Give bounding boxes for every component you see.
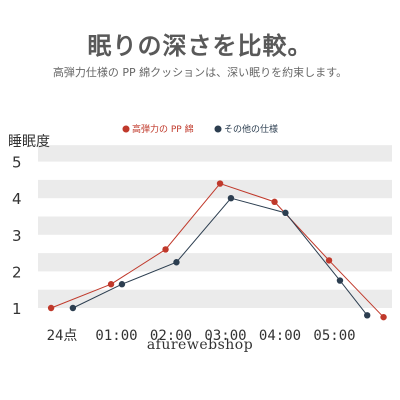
y-tick-label-3: 3 bbox=[12, 227, 22, 245]
legend-marker-2 bbox=[214, 125, 222, 133]
legend-label-2: その他の仕様 bbox=[224, 123, 278, 135]
series-2-point-1 bbox=[69, 304, 77, 312]
watermark-text: afurewebshop bbox=[146, 337, 254, 353]
grid-band-3 bbox=[38, 216, 392, 235]
legend-marker-1 bbox=[122, 125, 130, 133]
series-2-point-6 bbox=[336, 277, 344, 284]
y-tick-label-2: 2 bbox=[12, 263, 22, 281]
series-1-point-5 bbox=[271, 198, 278, 206]
series-1-point-6 bbox=[325, 257, 333, 264]
series-2-point-5 bbox=[282, 209, 289, 217]
series-1-point-1 bbox=[47, 304, 55, 312]
x-tick-label-0: 24点 bbox=[47, 328, 78, 344]
series-2-point-3 bbox=[173, 259, 180, 266]
y-tick-label-5: 5 bbox=[12, 154, 22, 172]
x-tick-label-5: 05:00 bbox=[313, 328, 355, 344]
page-subtitle: 高弾力仕様の PP 綿クッションは、深い眠りを約束します。 bbox=[52, 66, 348, 79]
series-1-point-2 bbox=[107, 281, 115, 288]
series-1-point-4 bbox=[216, 180, 224, 187]
page-title: 眠りの深さを比較。 bbox=[87, 32, 313, 60]
y-axis-label: 睡眠度 bbox=[8, 134, 50, 150]
x-tick-label-4: 04:00 bbox=[259, 328, 301, 344]
series-2-point-2 bbox=[118, 281, 126, 288]
legend-label-1: 高弾力の PP 綿 bbox=[132, 123, 194, 135]
series-1-point-7 bbox=[380, 313, 387, 321]
y-tick-label-1: 1 bbox=[12, 300, 22, 318]
series-2-point-7 bbox=[364, 312, 371, 319]
series-1-point-3 bbox=[162, 246, 169, 253]
x-tick-label-3: 03:00 bbox=[204, 328, 246, 344]
y-tick-label-4: 4 bbox=[12, 190, 22, 208]
grid-band-2 bbox=[38, 253, 392, 272]
x-tick-label-2: 02:00 bbox=[150, 328, 192, 344]
series-2-point-4 bbox=[227, 195, 235, 202]
x-tick-label-1: 01:00 bbox=[95, 328, 137, 344]
grid-band-1 bbox=[38, 289, 392, 308]
grid-band-5 bbox=[38, 145, 392, 162]
